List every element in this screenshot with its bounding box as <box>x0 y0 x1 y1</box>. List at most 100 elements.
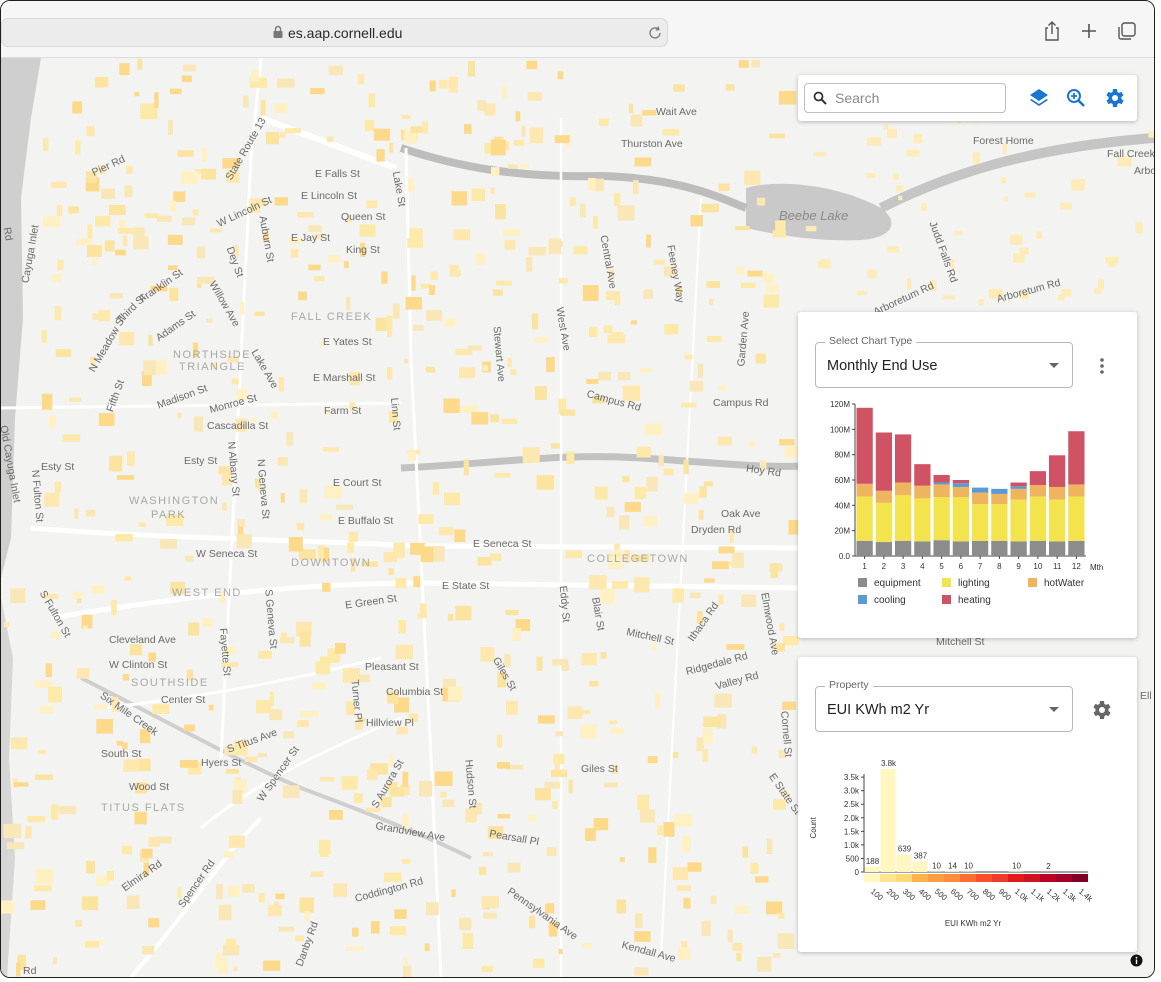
bar-segment-heating <box>952 480 969 484</box>
bar-segment-hotWater <box>895 482 912 496</box>
bar-segment-equipment <box>875 542 892 556</box>
y-tick-label: 3.0k <box>844 787 860 796</box>
legend-label-hotWater: hotWater <box>1044 578 1085 589</box>
url-text: es.aap.cornell.edu <box>288 25 403 41</box>
more-vert-icon[interactable] <box>1092 356 1112 376</box>
new-tab-icon[interactable] <box>1078 20 1100 42</box>
chart-type-legend: Select Chart Type <box>825 335 917 347</box>
map-label: WASHINGTON <box>129 495 220 507</box>
color-scale-cell <box>1072 874 1088 882</box>
map-label: Rd <box>1 226 15 242</box>
property-legend: Property <box>825 679 873 691</box>
tab-overview-icon[interactable] <box>1116 20 1138 42</box>
map-label: Cleveland Ave <box>109 634 176 646</box>
color-scale-cell <box>912 874 928 882</box>
x-tick-label: 11 <box>1053 562 1062 571</box>
map-label: Thurston Ave <box>621 138 683 150</box>
bar-segment-lighting <box>991 504 1008 541</box>
search-input[interactable] <box>833 89 1002 107</box>
bar-data-label: 10 <box>1012 862 1021 871</box>
legend-label-cooling: cooling <box>874 595 906 606</box>
bar-segment-hotWater <box>1049 486 1066 500</box>
color-scale-cell <box>880 874 896 882</box>
map-label: Oak Ave <box>721 508 761 520</box>
bar-segment-heating <box>1029 471 1046 486</box>
x-tick-label: 1 <box>862 562 867 571</box>
bar-segment-equipment <box>991 540 1008 556</box>
y-tick-label: 1.0k <box>844 841 860 850</box>
y-tick-label: 3.5k <box>844 773 860 782</box>
bar-segment-lighting <box>1049 499 1066 542</box>
chevron-down-icon <box>1049 707 1059 712</box>
x-tick-label: 700 <box>965 887 981 903</box>
map-label: Mitchell St <box>936 636 985 648</box>
map-label: Hyers St <box>201 757 242 769</box>
bar-data-label: 188 <box>866 857 880 866</box>
x-tick-label: 6 <box>959 562 964 571</box>
map-label: Cascadilla St <box>207 420 269 432</box>
map-label: WEST END <box>172 587 242 599</box>
color-scale-cell <box>960 874 976 882</box>
bar-segment-hotWater <box>933 484 950 498</box>
bar-segment-hotWater <box>1010 488 1027 500</box>
x-tick-label: 1.0k <box>1013 887 1031 904</box>
info-icon[interactable] <box>1130 954 1143 967</box>
y-tick-label: 40M <box>834 501 850 510</box>
map-label: TRIANGLE <box>179 361 247 373</box>
bar-segment-lighting <box>914 498 931 542</box>
x-tick-label: 400 <box>917 887 933 903</box>
bar-segment-equipment <box>856 540 873 556</box>
map-label: Campus Rd <box>713 397 769 409</box>
bar-segment-heating <box>933 474 950 483</box>
bar-segment-lighting <box>1068 496 1085 541</box>
map-label: Wood St <box>129 781 170 793</box>
bar-data-label: 387 <box>914 852 928 861</box>
property-settings-icon[interactable] <box>1089 698 1113 722</box>
color-scale-cell <box>944 874 960 882</box>
map-toolbar <box>798 75 1137 121</box>
y-tick-label: 500 <box>846 854 860 863</box>
chevron-down-icon <box>1049 363 1059 368</box>
legend-swatch-cooling <box>858 595 867 604</box>
reload-icon[interactable] <box>647 25 663 41</box>
y-tick-label: 120M <box>830 400 850 409</box>
bar-segment-equipment <box>1029 540 1046 556</box>
zoom-in-icon[interactable] <box>1064 86 1088 110</box>
layers-icon[interactable] <box>1027 86 1051 110</box>
property-select[interactable]: Property EUI KWh m2 Yr <box>815 679 1073 732</box>
bar-segment-hotWater <box>914 485 931 499</box>
map-label: E Lincoln St <box>301 190 358 202</box>
share-icon[interactable] <box>1041 20 1063 42</box>
legend-swatch-lighting <box>942 578 951 587</box>
bar-segment-equipment <box>952 541 969 556</box>
y-tick-label: 1.5k <box>844 827 860 836</box>
bar-segment-cooling <box>933 482 950 485</box>
y-tick-label: 0 <box>855 868 860 877</box>
chart-type-select[interactable]: Select Chart Type Monthly End Use <box>815 335 1073 388</box>
bar-segment-lighting <box>856 496 873 541</box>
settings-gear-icon[interactable] <box>1102 86 1126 110</box>
x-tick-label: 7 <box>978 562 983 571</box>
legend-label-equipment: equipment <box>874 578 921 589</box>
map-label: E Yates St <box>323 336 372 348</box>
x-axis-label: EUI KWh m2 Yr <box>945 919 1002 928</box>
search-icon <box>813 91 827 105</box>
property-panel: Property EUI KWh m2 Yr 0 500 1.0k 1.5k 2.0k 2… <box>798 657 1137 952</box>
color-scale-cell <box>1040 874 1056 882</box>
address-bar[interactable]: es.aap.cornell.edu <box>1 18 668 47</box>
bar-segment-equipment <box>1010 541 1027 556</box>
x-tick-label: 100 <box>869 887 885 903</box>
map-label: Giles St <box>581 763 618 775</box>
y-tick-label: 100M <box>830 425 850 434</box>
map-label: Hillview Pl <box>366 717 414 729</box>
map-label: Wait Ave <box>656 106 697 118</box>
y-axis-label: Count <box>809 816 818 838</box>
y-tick-label: 2.0k <box>844 814 860 823</box>
y-tick-label: 0.0 <box>839 552 851 561</box>
browser-toolbar: es.aap.cornell.edu <box>1 1 1154 58</box>
end-use-panel: Select Chart Type Monthly End Use 0.0 20M… <box>798 312 1137 638</box>
search-field[interactable] <box>804 83 1006 113</box>
x-tick-label: 8 <box>997 562 1002 571</box>
